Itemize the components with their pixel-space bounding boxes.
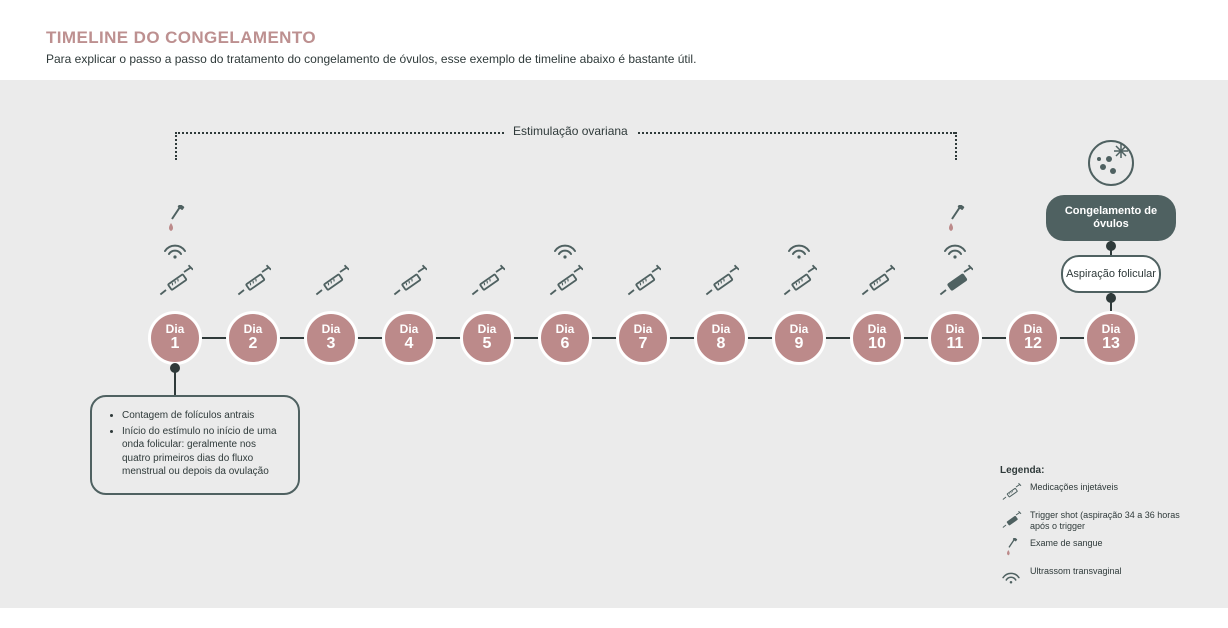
day-circle-7: Dia7 — [616, 311, 670, 365]
day-circle-9: Dia9 — [772, 311, 826, 365]
day-number: 11 — [947, 336, 964, 353]
day-circle-11: Dia11 — [928, 311, 982, 365]
day-circle-6: Dia6 — [538, 311, 592, 365]
timeline-canvas: Dia1Dia2Dia3Dia4Dia5Dia6Dia7Dia8Dia9Dia1… — [0, 80, 1228, 608]
syringe-icon — [781, 263, 817, 299]
legend-row: Medicações injetáveis — [1000, 482, 1190, 504]
day-number: 12 — [1024, 336, 1042, 353]
day-connector — [668, 337, 696, 339]
day-label: Dia — [166, 323, 185, 336]
freeze-icon — [1085, 137, 1137, 194]
ultrasound-icon — [941, 239, 969, 259]
callout-item: Início do estímulo no início de uma onda… — [122, 425, 282, 479]
day-number: 2 — [249, 336, 258, 353]
day-label: Dia — [478, 323, 497, 336]
blood-drop-icon — [164, 205, 186, 235]
day-circle-10: Dia10 — [850, 311, 904, 365]
day-label: Dia — [634, 323, 653, 336]
day-circle-4: Dia4 — [382, 311, 436, 365]
day-connector — [590, 337, 618, 339]
page-header: TIMELINE DO CONGELAMENTO Para explicar o… — [0, 0, 1228, 80]
day-circle-2: Dia2 — [226, 311, 280, 365]
day-label: Dia — [556, 323, 575, 336]
pill-connector-stem — [1110, 241, 1112, 255]
syringe-icon — [313, 263, 349, 299]
page-subtitle: Para explicar o passo a passo do tratame… — [46, 52, 1228, 66]
ultrasound-icon — [161, 239, 189, 259]
wifi-icon — [1000, 566, 1022, 588]
day-number: 4 — [405, 336, 414, 353]
day-connector — [824, 337, 852, 339]
stimulation-bracket-side — [175, 132, 177, 160]
blood-drop-icon — [944, 205, 966, 235]
pill-connector-stem — [1110, 293, 1112, 311]
legend-text: Trigger shot (aspiração 34 a 36 horas ap… — [1030, 510, 1190, 532]
day-label: Dia — [712, 323, 731, 336]
day-number: 3 — [327, 336, 336, 353]
day-circle-5: Dia5 — [460, 311, 514, 365]
day-label: Dia — [400, 323, 419, 336]
syringe-icon — [703, 263, 739, 299]
syringe-icon — [391, 263, 427, 299]
day-number: 6 — [561, 336, 570, 353]
page-title: TIMELINE DO CONGELAMENTO — [46, 28, 1228, 48]
ultrasound-icon — [785, 239, 813, 259]
day-label: Dia — [322, 323, 341, 336]
day-label: Dia — [244, 323, 263, 336]
legend-title: Legenda: — [1000, 465, 1190, 476]
legend: Legenda: Medicações injetáveis Trigger sho… — [1000, 465, 1190, 594]
day-connector — [356, 337, 384, 339]
day-number: 9 — [795, 336, 804, 353]
legend-row: Trigger shot (aspiração 34 a 36 horas ap… — [1000, 510, 1190, 532]
day-connector — [902, 337, 930, 339]
day-connector — [1058, 337, 1086, 339]
day-connector — [980, 337, 1008, 339]
day-number: 13 — [1102, 336, 1120, 353]
day-circle-12: Dia12 — [1006, 311, 1060, 365]
day-circle-3: Dia3 — [304, 311, 358, 365]
legend-row: Ultrassom transvaginal — [1000, 566, 1190, 588]
syringe-icon — [157, 263, 193, 299]
day-label: Dia — [790, 323, 809, 336]
stimulation-label: Estimulação ovariana — [505, 124, 636, 138]
day-circle-13: Dia13 — [1084, 311, 1138, 365]
freezing-pill: Congelamento de óvulos — [1046, 195, 1176, 241]
syringe-icon — [235, 263, 271, 299]
syringe-icon — [1000, 482, 1022, 504]
syringe-icon — [547, 263, 583, 299]
legend-text: Exame de sangue — [1030, 538, 1103, 549]
day-label: Dia — [1024, 323, 1043, 336]
day-label: Dia — [946, 323, 965, 336]
day-number: 1 — [171, 336, 180, 353]
syringe-icon — [625, 263, 661, 299]
day-number: 10 — [868, 336, 886, 353]
legend-row: Exame de sangue — [1000, 538, 1190, 560]
day-number: 8 — [717, 336, 726, 353]
day-label: Dia — [1102, 323, 1121, 336]
day-connector — [200, 337, 228, 339]
day-connector — [434, 337, 462, 339]
day-circle-8: Dia8 — [694, 311, 748, 365]
day-label: Dia — [868, 323, 887, 336]
callout-item: Contagem de folículos antrais — [122, 409, 282, 423]
day-number: 7 — [639, 336, 648, 353]
day-connector — [278, 337, 306, 339]
legend-text: Medicações injetáveis — [1030, 482, 1118, 493]
syringe-icon — [859, 263, 895, 299]
syringe-icon — [469, 263, 505, 299]
day-number: 5 — [483, 336, 492, 353]
day-connector — [746, 337, 774, 339]
drop-icon — [1000, 538, 1022, 560]
legend-text: Ultrassom transvaginal — [1030, 566, 1122, 577]
stimulation-bracket-side — [955, 132, 957, 160]
aspiration-pill: Aspiração folicular — [1061, 255, 1161, 293]
day-circle-1: Dia1 — [148, 311, 202, 365]
day-connector — [512, 337, 540, 339]
day1-callout: Contagem de folículos antrais Início do e… — [90, 395, 300, 495]
trigger-icon — [1000, 510, 1022, 532]
callout-stem — [174, 369, 176, 397]
ultrasound-icon — [551, 239, 579, 259]
trigger-icon — [937, 263, 973, 299]
